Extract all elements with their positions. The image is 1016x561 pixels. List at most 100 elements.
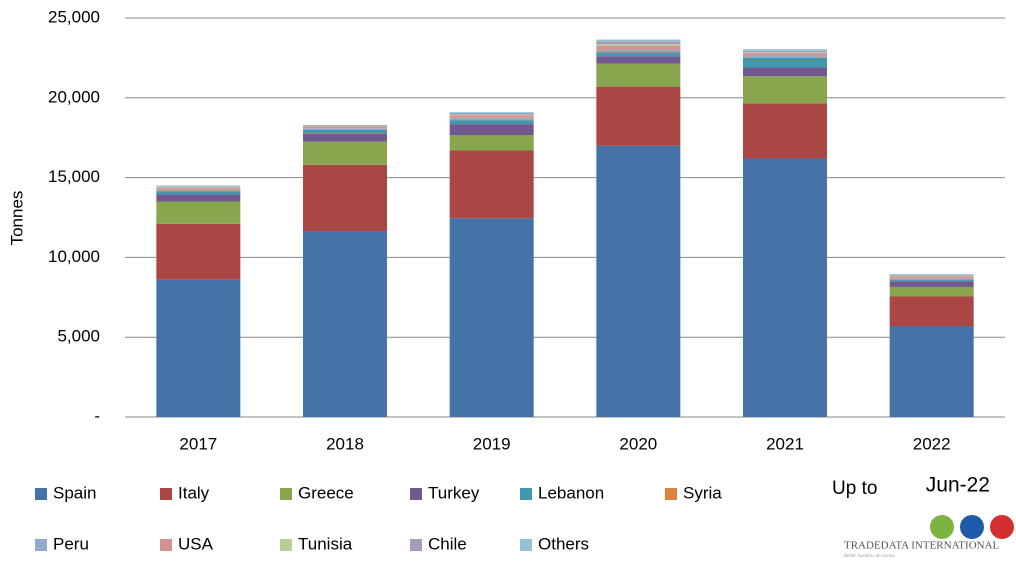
legend-swatch bbox=[665, 488, 677, 500]
y-tick-label: 10,000 bbox=[48, 247, 100, 266]
bar-segment bbox=[596, 41, 681, 45]
y-tick-label: - bbox=[94, 406, 100, 425]
legend-label: Tunisia bbox=[298, 534, 353, 553]
bar-segment bbox=[743, 67, 827, 77]
bar-segment bbox=[303, 125, 387, 127]
bar-segment bbox=[889, 274, 974, 276]
legend-label: Lebanon bbox=[538, 483, 604, 502]
y-tick-label: 20,000 bbox=[48, 87, 100, 106]
y-tick-label: 25,000 bbox=[48, 7, 100, 26]
bar-segment bbox=[889, 274, 974, 275]
bar-segment bbox=[596, 49, 681, 52]
note-prefix: Up to bbox=[832, 478, 877, 499]
bar-segment bbox=[743, 76, 827, 104]
bar-segment bbox=[449, 218, 534, 417]
x-tick-label: 2017 bbox=[179, 434, 217, 453]
bar-segment bbox=[303, 164, 387, 232]
bar-segment bbox=[156, 194, 241, 202]
legend-swatch bbox=[410, 488, 422, 500]
bar-segment bbox=[303, 128, 387, 130]
legend-label: USA bbox=[178, 534, 214, 553]
bar-segment bbox=[596, 51, 681, 53]
legend-swatch bbox=[280, 488, 292, 500]
bar-segment bbox=[156, 223, 241, 280]
legend-label: Others bbox=[538, 534, 589, 553]
bar-segment bbox=[449, 114, 534, 116]
bar-segment bbox=[596, 44, 681, 46]
tagline: Better business decisions. bbox=[844, 554, 896, 559]
bar-segment bbox=[743, 158, 827, 417]
x-tick-label: 2018 bbox=[326, 434, 364, 453]
bar-segment bbox=[889, 276, 974, 279]
note-date: Jun-22 bbox=[926, 474, 990, 497]
legend-swatch bbox=[520, 539, 532, 551]
bar-segment bbox=[743, 103, 827, 159]
bar-segment bbox=[596, 45, 681, 50]
bar-segment bbox=[303, 133, 387, 142]
bar-segment bbox=[596, 39, 681, 42]
bar-segment bbox=[449, 112, 534, 113]
bar-segment bbox=[449, 117, 534, 120]
legend-swatch bbox=[410, 539, 422, 551]
bar-segment bbox=[303, 141, 387, 165]
bar-segment bbox=[156, 187, 241, 188]
bar-segment bbox=[889, 281, 974, 287]
logo bbox=[930, 515, 1014, 539]
bar-segment bbox=[889, 278, 974, 280]
legend-swatch bbox=[160, 539, 172, 551]
bar-segment bbox=[156, 185, 241, 187]
y-tick-label: 15,000 bbox=[48, 167, 100, 186]
bar-segment bbox=[596, 52, 681, 57]
bar-segment bbox=[889, 326, 974, 417]
legend-label: Syria bbox=[683, 483, 722, 502]
bar-segment bbox=[743, 57, 827, 58]
bar-segment bbox=[889, 275, 974, 277]
brand: TRADEDATA INTERNATIONAL bbox=[844, 540, 1000, 552]
legend-label: Greece bbox=[298, 483, 354, 502]
x-tick-label: 2021 bbox=[766, 434, 804, 453]
bar-segment bbox=[303, 129, 387, 134]
bar-segment bbox=[156, 186, 241, 188]
bar-segment bbox=[449, 115, 534, 118]
legend-label: Peru bbox=[53, 534, 89, 553]
bar-segment bbox=[303, 128, 387, 129]
bar-segment bbox=[743, 49, 827, 51]
y-tick-label: 5,000 bbox=[57, 327, 100, 346]
bar-segment bbox=[743, 53, 827, 56]
x-tick-label: 2022 bbox=[913, 434, 951, 453]
legend-label: Spain bbox=[53, 483, 96, 502]
legend-label: Turkey bbox=[428, 483, 480, 502]
bar-segment bbox=[449, 135, 534, 151]
bar-segment bbox=[449, 112, 534, 115]
legend-swatch bbox=[160, 488, 172, 500]
x-tick-label: 2020 bbox=[619, 434, 657, 453]
bar-segment bbox=[596, 145, 681, 417]
bar-segment bbox=[156, 191, 241, 195]
bar-segment bbox=[889, 286, 974, 297]
legend-swatch bbox=[35, 539, 47, 551]
bar-segment bbox=[156, 187, 241, 190]
bar-segment bbox=[743, 50, 827, 53]
bar-segment bbox=[596, 86, 681, 146]
bar-segment bbox=[449, 120, 534, 125]
bar-segment bbox=[743, 55, 827, 58]
legend-label: Chile bbox=[428, 534, 467, 553]
bar-segment bbox=[889, 278, 974, 279]
bar-segment bbox=[889, 296, 974, 327]
bar-segment bbox=[449, 124, 534, 136]
bar-segment bbox=[449, 119, 534, 121]
bar-segment bbox=[743, 52, 827, 54]
bar-segment bbox=[889, 279, 974, 282]
legend-label: Italy bbox=[178, 483, 210, 502]
bar-segment bbox=[156, 189, 241, 191]
bar-segment bbox=[156, 279, 241, 417]
legend-swatch bbox=[520, 488, 532, 500]
bar-segment bbox=[743, 57, 827, 68]
bar-segment bbox=[156, 201, 241, 224]
legend-swatch bbox=[35, 488, 47, 500]
bar-segment bbox=[156, 190, 241, 192]
bar-segment bbox=[303, 231, 387, 417]
y-axis-label: Tonnes bbox=[7, 191, 26, 246]
bar-segment bbox=[449, 150, 534, 219]
